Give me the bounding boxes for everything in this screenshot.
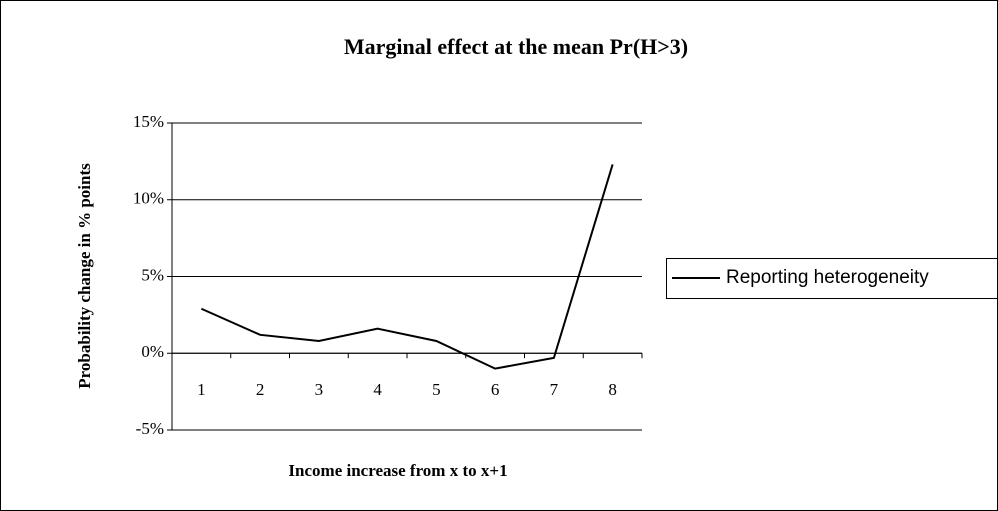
chart-title: Marginal effect at the mean Pr(H>3) [344,34,688,59]
y-tick-label: 10% [133,189,164,208]
x-tick-label: 4 [373,380,382,399]
series-line [200,164,614,370]
x-tick-label: 7 [550,380,559,399]
x-tick-label: 8 [608,380,617,399]
y-tick-label: -5% [136,419,164,438]
x-tick-label: 1 [197,380,206,399]
x-tick-label: 2 [256,380,265,399]
legend [666,258,998,299]
legend-label: Reporting heterogeneity [726,267,929,288]
x-tick-label: 5 [432,380,441,399]
x-tick-label: 3 [315,380,324,399]
x-tick-label: 6 [491,380,500,399]
y-tick-label: 15% [133,112,164,131]
y-tick-label: 0% [141,342,164,361]
x-axis-title: Income increase from x to x+1 [288,461,507,480]
y-tick-label: 5% [141,265,164,284]
y-axis-title: Probability change in % points [75,163,94,389]
